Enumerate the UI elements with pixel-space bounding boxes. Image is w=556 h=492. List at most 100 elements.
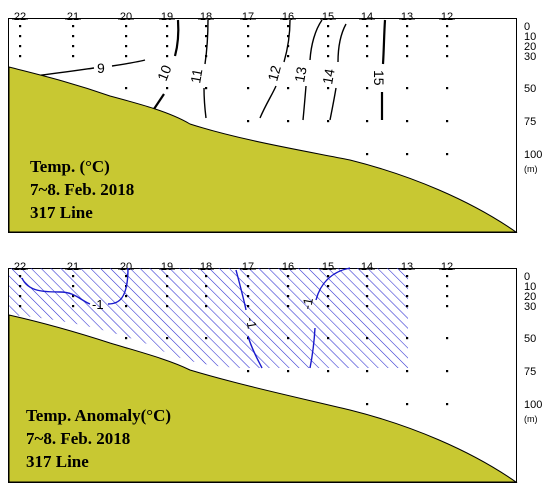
- sample-dot: [366, 87, 369, 90]
- contour-labels: 9 10 11 12 13 14 15: [97, 60, 387, 86]
- sample-dot: [446, 337, 449, 340]
- sample-dot: [287, 337, 290, 340]
- sample-dot: [125, 55, 128, 58]
- depth-tick-label: 50: [524, 333, 536, 345]
- sample-dot: [247, 87, 250, 90]
- sample-dot: [327, 35, 330, 38]
- anomaly-contour: [247, 335, 263, 369]
- isotherm-15: [381, 19, 387, 65]
- isotherm-9b: [111, 59, 146, 67]
- sample-dot: [247, 120, 250, 123]
- sample-dot: [125, 305, 128, 308]
- depth-tick-label: 30: [524, 301, 536, 313]
- sample-dot: [406, 35, 409, 38]
- sample-dot: [366, 295, 369, 298]
- depth-tick-label: 20: [524, 291, 536, 303]
- sample-dot: [287, 35, 290, 38]
- station-label: 17: [242, 11, 254, 23]
- sample-dot: [406, 153, 409, 156]
- sample-dot: [247, 285, 250, 288]
- sample-dot: [247, 370, 250, 373]
- sample-dot: [72, 285, 75, 288]
- sample-dot: [287, 275, 290, 278]
- sample-dot: [166, 295, 169, 298]
- station-label: 19: [161, 261, 173, 273]
- sample-dot: [19, 285, 22, 288]
- depth-tick-label: 75: [524, 116, 536, 128]
- sample-dot: [205, 295, 208, 298]
- sample-dot: [205, 285, 208, 288]
- contour-label: 12: [264, 63, 284, 82]
- sample-dot: [366, 285, 369, 288]
- sample-dot: [327, 285, 330, 288]
- sample-dot: [19, 45, 22, 48]
- sample-dot: [406, 403, 409, 406]
- depth-tick-label: 10: [524, 31, 536, 43]
- isotherm-14: [337, 23, 347, 63]
- sample-dot: [166, 305, 169, 308]
- sample-dot: [247, 295, 250, 298]
- sample-dot: [205, 337, 208, 340]
- sample-dot: [366, 55, 369, 58]
- sample-dot: [72, 295, 75, 298]
- contour-label: -1: [299, 297, 316, 311]
- sample-dot: [366, 275, 369, 278]
- sample-dot: [19, 275, 22, 278]
- sample-dot: [205, 35, 208, 38]
- panel-title-line1: Temp. (°C): [30, 157, 110, 176]
- station-label: 21: [67, 11, 79, 23]
- anomaly-contour: [309, 327, 316, 369]
- station-label: 15: [322, 11, 334, 23]
- sample-dot: [366, 153, 369, 156]
- sample-dot: [287, 285, 290, 288]
- contour-label: 14: [319, 67, 337, 85]
- station-labels: 22 21 20 19 18 17 16 15 14 13 12: [12, 11, 455, 23]
- station-label: 14: [361, 11, 373, 23]
- sea-bottom: [8, 66, 518, 233]
- sample-dot: [166, 35, 169, 38]
- sample-dot: [327, 55, 330, 58]
- station-labels: 22 21 20 19 18 17 16 15 14 13 12: [12, 261, 455, 273]
- station-label: 15: [322, 261, 334, 273]
- sample-dot: [446, 55, 449, 58]
- sample-dot: [125, 35, 128, 38]
- sample-dot: [287, 87, 290, 90]
- sample-dot: [366, 120, 369, 123]
- panel-temperature: 22 21 20 19 18 17 16 15 14 13 12 01020305075100(m)…: [8, 11, 542, 233]
- anomaly-contour: [315, 267, 351, 301]
- panel-title-line2: 7~8. Feb. 2018: [26, 429, 130, 448]
- sample-dot: [446, 403, 449, 406]
- sample-dot: [72, 45, 75, 48]
- station-label: 19: [161, 11, 173, 23]
- sample-dot: [247, 55, 250, 58]
- sample-dot: [166, 25, 169, 28]
- sample-dot: [125, 45, 128, 48]
- sample-dot: [72, 305, 75, 308]
- anomaly-contour: [107, 267, 129, 305]
- sample-dot: [205, 305, 208, 308]
- sample-dot: [205, 87, 208, 90]
- panel-title-line3: 317 Line: [30, 203, 93, 222]
- isotherm-11: [204, 19, 209, 65]
- station-label: 22: [14, 11, 26, 23]
- station-label: 13: [401, 11, 413, 23]
- sample-dot: [446, 35, 449, 38]
- anomaly-contour: [21, 277, 91, 305]
- sample-dot: [205, 25, 208, 28]
- isotherm-13: [309, 19, 323, 61]
- sample-dot: [406, 370, 409, 373]
- sample-dot: [446, 87, 449, 90]
- contour-label: 15: [371, 70, 387, 86]
- sample-dot: [446, 305, 449, 308]
- depth-tick-label: 0: [524, 21, 530, 33]
- station-label: 22: [14, 261, 26, 273]
- panel-title-line1: Temp. Anomaly(°C): [26, 406, 171, 425]
- sample-dot: [366, 35, 369, 38]
- sample-dot: [327, 370, 330, 373]
- sample-dot: [327, 337, 330, 340]
- sample-dot: [327, 305, 330, 308]
- sample-dot: [406, 285, 409, 288]
- depth-tick-label: 0: [524, 271, 530, 283]
